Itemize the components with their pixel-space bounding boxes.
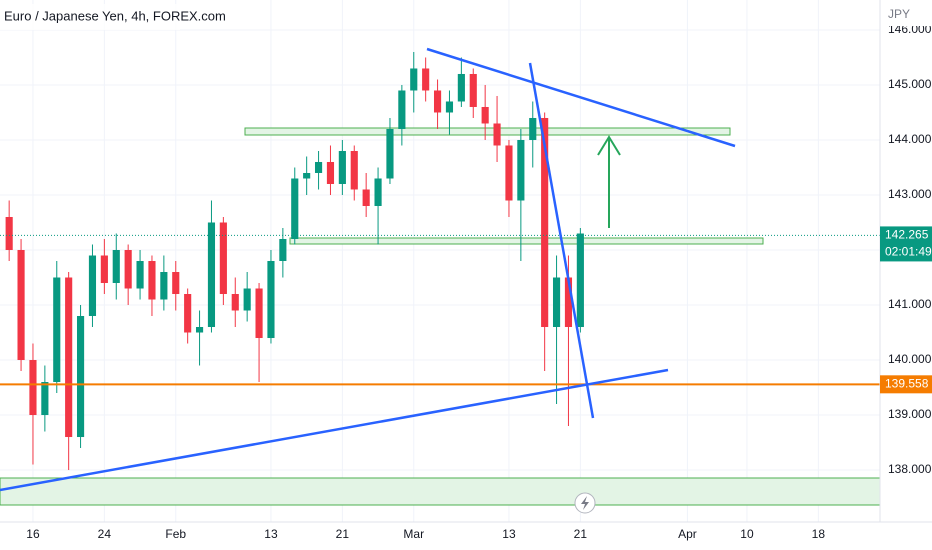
trendline [0,368,669,492]
candle-body [410,68,418,91]
candle-body [267,261,275,339]
candle-body [314,161,323,173]
x-tick-label: 13 [264,527,278,541]
price-level-label: 139.558 [885,376,929,390]
candle-body [338,150,346,184]
support-zone [289,237,764,245]
candle-body [207,222,216,328]
x-tick-label: Apr [678,527,697,541]
x-tick-label: 18 [812,527,826,541]
candle-body [243,288,251,311]
candles [5,51,584,471]
price-level-box [880,375,932,394]
candle-body [160,272,168,300]
title-bg [0,4,180,30]
x-tick-label: Mar [403,527,424,541]
y-tick-label: 138.000 [888,462,932,476]
candle-body [505,145,513,201]
trendline [528,62,595,419]
y-tick-label: 139.000 [888,407,932,421]
candle-body [469,73,477,107]
candle-body [422,68,430,91]
candle-body [541,117,549,328]
candle-body [291,178,299,239]
trendline [426,47,736,148]
candle-body [148,261,156,300]
x-tick-label: 21 [574,527,588,541]
candle-body [493,123,501,146]
candle-body [517,139,525,201]
candle-body [374,178,382,206]
candle-body [29,360,37,416]
replay-icon[interactable] [574,492,596,514]
candle-body [457,73,465,102]
y-tick-label: 141.000 [888,297,932,311]
arrow [597,135,621,228]
candle-body [326,161,335,184]
y-tick-label: 140.000 [888,352,932,366]
candle-body [88,255,97,317]
candle-body [65,277,73,438]
x-tick-label: 13 [502,527,516,541]
candle-body [552,277,561,328]
candle-body [564,277,573,328]
currency-bg [881,0,932,26]
candle-body [433,90,442,113]
candle-body [350,150,358,190]
candle-body [112,249,120,284]
x-tick-label: 10 [740,527,754,541]
arrow-head [597,135,621,156]
candle-body [481,106,489,124]
x-tick-label: Feb [165,527,186,541]
candle-body [41,382,49,416]
x-tick-label: 24 [98,527,112,541]
candle-body [76,316,85,438]
candle-body [398,90,406,129]
candle-body [124,249,132,289]
resistance-zone [244,127,731,136]
candle-body [362,189,370,206]
countdown-label: 02:01:49 [885,245,932,259]
x-tick-label: 16 [26,527,40,541]
last-price-label: 142.265 [885,228,929,242]
candle-body [279,238,287,261]
candle-body [100,255,108,284]
candle-body [172,272,180,295]
currency-label: JPY [888,7,910,21]
axes: 138.000139.000140.000141.000142.000143.0… [26,22,932,541]
candle-body [17,249,25,361]
y-tick-label: 143.000 [888,187,932,201]
candle-body [445,101,454,113]
candle-body [136,261,144,289]
candle-body [219,222,227,295]
candle-body [255,288,263,339]
candle-body [529,117,537,140]
x-tick-label: 21 [336,527,350,541]
y-tick-label: 144.000 [888,132,932,146]
candle-body [303,172,311,179]
candle-body [195,327,204,333]
y-tick-label: 145.000 [888,77,932,91]
candle-body [386,128,394,179]
overlay [0,234,880,386]
candle-body [184,294,192,333]
candle-body [231,294,239,311]
icon-bolt [581,496,589,510]
chart-title: Euro / Japanese Yen, 4h, FOREX.com [4,8,226,23]
demand-zone [0,477,881,506]
candle-body [53,277,61,383]
candle-body [5,216,13,250]
last-price-box [880,226,932,262]
candle-body [576,233,584,328]
